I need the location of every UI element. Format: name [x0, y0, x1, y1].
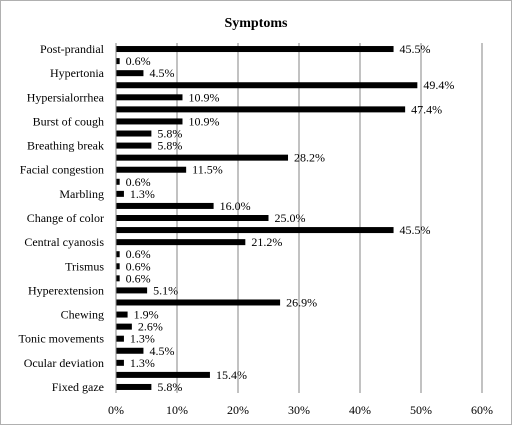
bar — [116, 118, 183, 125]
bar — [116, 82, 418, 89]
grid-layer — [176, 43, 483, 393]
category-label: Burst of cough — [33, 114, 104, 128]
bar — [116, 359, 124, 366]
category-label: Change of color — [27, 211, 104, 225]
bar — [116, 166, 187, 173]
bar — [116, 287, 148, 294]
bar — [116, 227, 394, 234]
x-tick-label: 40% — [349, 403, 371, 417]
bar — [116, 178, 120, 185]
bar-value-label: 1.9% — [134, 308, 159, 322]
bar-value-label: 4.5% — [149, 66, 174, 80]
category-label: Post-prandial — [40, 42, 105, 56]
category-label: Tonic movements — [19, 332, 105, 346]
category-label: Hypertonia — [50, 66, 105, 80]
bar — [116, 371, 210, 378]
bar — [116, 70, 144, 77]
bar-value-label: 45.5% — [400, 42, 431, 56]
x-tick-label: 60% — [471, 403, 493, 417]
bar-value-label: 1.3% — [130, 332, 155, 346]
bar-value-label: 16.0% — [220, 199, 251, 213]
bar — [116, 239, 246, 246]
bar — [116, 202, 214, 209]
x-tick-label: 20% — [227, 403, 249, 417]
bar-value-label: 5.8% — [157, 127, 182, 141]
category-label: Breathing break — [27, 139, 104, 153]
bar-value-label: 21.2% — [251, 235, 282, 249]
chart-title: Symptoms — [224, 16, 288, 31]
category-label: Hyperextension — [28, 283, 104, 297]
bar — [116, 347, 144, 354]
bar-value-label: 5.8% — [157, 380, 182, 394]
category-label: Facial congestion — [20, 163, 104, 177]
bar-value-label: 1.3% — [130, 356, 155, 370]
bar-value-label: 10.9% — [188, 90, 219, 104]
x-tick-label: 30% — [288, 403, 310, 417]
bar-value-label: 0.6% — [126, 54, 151, 68]
bar — [116, 58, 120, 65]
bar — [116, 142, 152, 149]
bar-value-label: 47.4% — [411, 102, 442, 116]
bar — [116, 275, 120, 282]
bar-value-label: 45.5% — [400, 223, 431, 237]
bar-value-label: 2.6% — [138, 320, 163, 334]
bar — [116, 311, 128, 318]
bar — [116, 299, 281, 306]
bar-value-label: 26.9% — [286, 295, 317, 309]
bar — [116, 190, 124, 197]
bar — [116, 323, 132, 330]
bar — [116, 130, 152, 137]
bar-value-label: 4.5% — [149, 344, 174, 358]
axis-layer: 0% 10% 20% 30% 40% 50% 60% Post-prandial Hyperto… — [19, 42, 493, 417]
bar-value-label: 25.0% — [275, 211, 306, 225]
x-tick-label: 10% — [166, 403, 188, 417]
category-label: Chewing — [61, 308, 104, 322]
bar-value-label: 10.9% — [188, 114, 219, 128]
category-label: Marbling — [59, 187, 104, 201]
bar-layer — [116, 46, 418, 390]
bar-value-label: 5.1% — [153, 283, 178, 297]
category-label: Fixed gaze — [52, 380, 104, 394]
bar-value-label: 49.4% — [423, 78, 454, 92]
bar — [116, 383, 152, 390]
category-label: Central cyanosis — [24, 235, 104, 249]
x-tick-label: 0% — [108, 403, 124, 417]
bar-value-label: 11.5% — [192, 163, 223, 177]
bar — [116, 106, 406, 113]
bar-value-label: 0.6% — [126, 271, 151, 285]
bar-value-label: 1.3% — [130, 187, 155, 201]
bar — [116, 251, 120, 258]
bar — [116, 263, 120, 270]
bar-value-label: 15.4% — [216, 368, 247, 382]
bar-value-label: 0.6% — [126, 247, 151, 261]
bar-value-label: 5.8% — [157, 139, 182, 153]
bar — [116, 154, 289, 161]
bar-value-label: 0.6% — [126, 175, 151, 189]
bar — [116, 94, 183, 101]
label-layer: 45.5%0.6%4.5%49.4%10.9%47.4%10.9%5.8%5.8… — [126, 42, 455, 394]
category-label: Ocular deviation — [24, 356, 104, 370]
category-label: Trismus — [65, 259, 104, 273]
bar-value-label: 28.2% — [294, 151, 325, 165]
bar — [116, 46, 394, 53]
x-tick-label: 50% — [410, 403, 432, 417]
category-label: Hypersialorrhea — [27, 90, 105, 104]
bar — [116, 215, 269, 221]
bar — [116, 335, 124, 342]
bar-value-label: 0.6% — [126, 259, 151, 273]
